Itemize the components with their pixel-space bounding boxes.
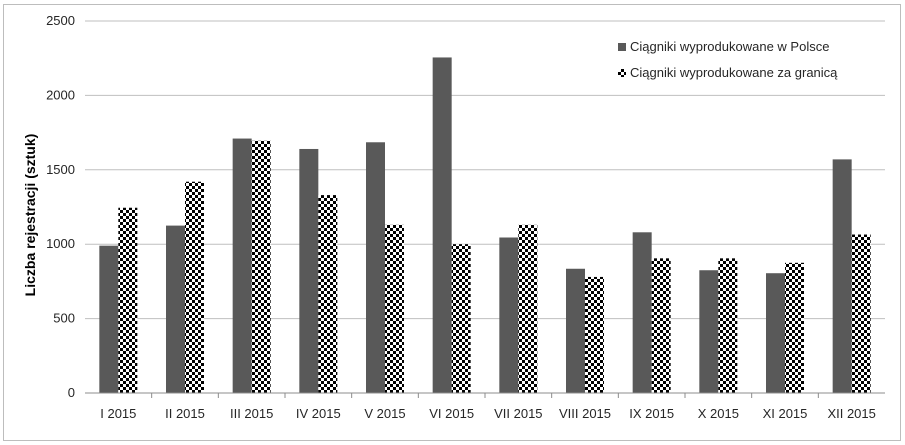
bar-polska (699, 270, 719, 393)
bar-zagranica (185, 181, 204, 393)
x-tick-label: IV 2015 (296, 406, 341, 421)
bar-polska (232, 138, 252, 393)
y-tick-label: 2500 (46, 13, 75, 28)
x-tick-label: VII 2015 (494, 406, 542, 421)
legend-swatch-polska (618, 43, 626, 51)
bar-polska (632, 232, 652, 393)
y-axis-label: Liczba rejestracji (sztuk) (22, 134, 38, 297)
y-tick-label: 1000 (46, 236, 75, 251)
legend: Ciągniki wyprodukowane w Polsce Ciągniki… (618, 39, 838, 80)
bar-zagranica (585, 276, 604, 393)
bar-polska (166, 225, 185, 393)
bar-polska (366, 142, 385, 393)
x-tick-label: II 2015 (165, 406, 205, 421)
y-tick-label: 1500 (46, 162, 75, 177)
bar-zagranica (118, 207, 138, 393)
bar-zagranica (718, 258, 738, 393)
x-tick-label: XI 2015 (763, 406, 808, 421)
legend-label-zagranica: Ciągniki wyprodukowane za granicą (630, 65, 838, 80)
gridlines (85, 20, 885, 320)
bar-polska (499, 237, 519, 393)
bar-zagranica (318, 195, 338, 393)
bar-polska (766, 273, 785, 393)
y-tick-label: 2000 (46, 87, 75, 102)
bar-polska (832, 159, 852, 393)
x-tick-label: VI 2015 (429, 406, 474, 421)
x-tick-label: VIII 2015 (559, 406, 611, 421)
x-tick-label: XII 2015 (827, 406, 875, 421)
bar-zagranica (851, 234, 871, 393)
bars (99, 57, 871, 394)
x-tick-label: I 2015 (100, 406, 136, 421)
bar-zagranica (385, 224, 404, 393)
y-tick-label: 0 (68, 385, 75, 400)
x-tick-label: III 2015 (230, 406, 273, 421)
legend-label-polska: Ciągniki wyprodukowane w Polsce (630, 39, 829, 54)
bar-polska (566, 268, 585, 393)
x-tick-label: X 2015 (698, 406, 739, 421)
y-tick-label: 500 (53, 311, 75, 326)
bar-zagranica (785, 262, 804, 393)
axes: 0 500 1000 1500 2000 2500 I 2015 II 2015 III 201… (46, 13, 885, 421)
x-tick-label: IX 2015 (629, 406, 674, 421)
x-tick-label: V 2015 (364, 406, 405, 421)
legend-swatch-zagranica (618, 69, 626, 77)
bar-polska (99, 245, 119, 393)
bar-zagranica (251, 140, 271, 393)
bar-zagranica (651, 258, 671, 393)
bar-zagranica (518, 224, 538, 393)
bar-polska (432, 57, 452, 394)
bar-polska (299, 148, 319, 393)
bar-zagranica (451, 244, 471, 393)
